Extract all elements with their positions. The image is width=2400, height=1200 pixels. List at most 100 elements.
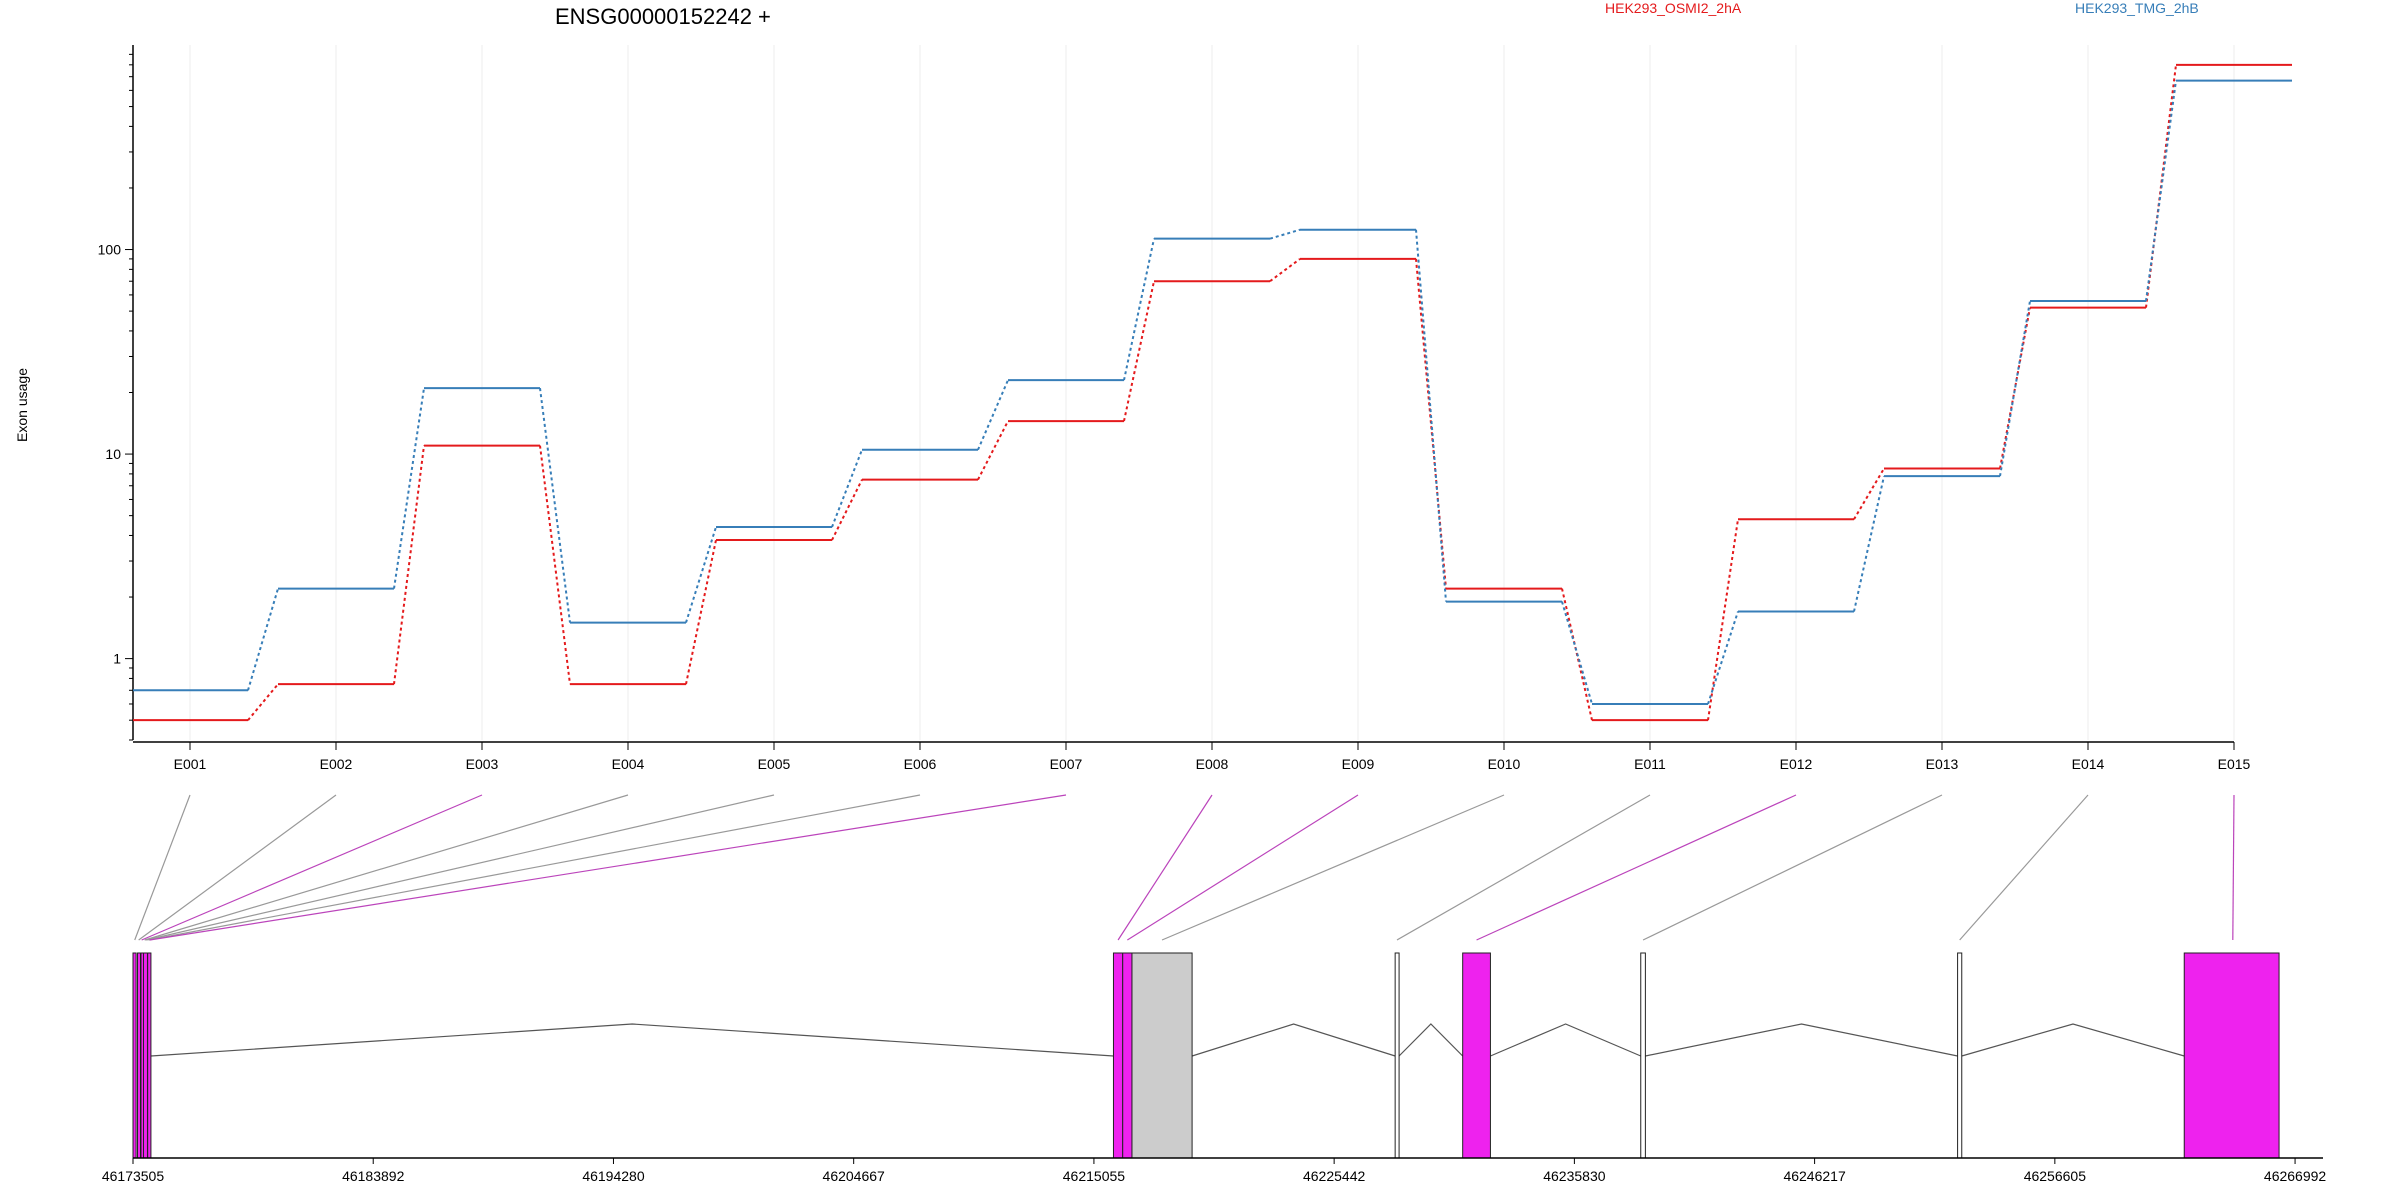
legend-entry-osmi2: HEK293_OSMI2_2hA bbox=[1605, 0, 1742, 16]
series-connector bbox=[1707, 611, 1739, 705]
series-connector bbox=[977, 420, 1009, 481]
link-e012 bbox=[1476, 794, 1797, 941]
x-tick-label-e007: E007 bbox=[1050, 756, 1083, 772]
series-lines bbox=[133, 63, 2292, 722]
x-tick-label-e001: E001 bbox=[174, 756, 207, 772]
link-e011 bbox=[1396, 794, 1651, 941]
link-e001 bbox=[134, 794, 191, 941]
link-e007 bbox=[149, 794, 1067, 941]
link-e004 bbox=[144, 794, 629, 941]
series-connector bbox=[1415, 258, 1447, 589]
coord-tick-label: 46225442 bbox=[1303, 1168, 1366, 1184]
x-tick-label-e005: E005 bbox=[758, 756, 791, 772]
exon-box bbox=[1131, 952, 1193, 1159]
y-tick-label: 1 bbox=[113, 651, 121, 667]
coord-tick-label: 46235830 bbox=[1543, 1168, 1606, 1184]
intron-line bbox=[1490, 1023, 1641, 1057]
series-connector bbox=[1123, 238, 1155, 381]
x-tick-label-e004: E004 bbox=[612, 756, 645, 772]
coord-tick-label: 46204667 bbox=[823, 1168, 886, 1184]
x-tick-label-e009: E009 bbox=[1342, 756, 1375, 772]
series-connector bbox=[2145, 80, 2177, 302]
link-e005 bbox=[146, 794, 775, 941]
series-connector bbox=[1707, 519, 1739, 721]
chart-title: ENSG00000152242 + bbox=[555, 4, 771, 29]
exon-box bbox=[137, 952, 142, 1159]
x-tick-label-e013: E013 bbox=[1926, 756, 1959, 772]
intron-line bbox=[150, 1023, 1114, 1057]
vertical-gridlines bbox=[189, 45, 2235, 740]
y-tick-label: 100 bbox=[98, 242, 122, 258]
coord-tick-label: 46194280 bbox=[582, 1168, 645, 1184]
series-connector bbox=[539, 388, 571, 623]
series-connector bbox=[977, 379, 1009, 451]
x-tick-label-e006: E006 bbox=[904, 756, 937, 772]
series-osmi2 bbox=[133, 63, 2292, 722]
x-axis: E001 E002 E003 E004 E005 E006 E007 E008 E009 E010… bbox=[133, 741, 2251, 772]
link-e003 bbox=[141, 794, 483, 941]
coord-tick-label: 46246217 bbox=[1783, 1168, 1846, 1184]
link-e009 bbox=[1127, 794, 1359, 941]
link-e010 bbox=[1161, 794, 1505, 941]
series-tmg bbox=[133, 79, 2292, 705]
exon-box bbox=[1462, 952, 1491, 1159]
x-tick-label-e003: E003 bbox=[466, 756, 499, 772]
exon-box bbox=[1112, 952, 1124, 1159]
x-tick-label-e015: E015 bbox=[2218, 756, 2251, 772]
exon-box bbox=[1957, 952, 1963, 1159]
exon-box bbox=[1122, 952, 1133, 1159]
coord-tick-label: 46215055 bbox=[1063, 1168, 1126, 1184]
link-e015 bbox=[2232, 794, 2235, 941]
x-tick-label-e002: E002 bbox=[320, 756, 353, 772]
y-tick-label: 10 bbox=[105, 446, 121, 462]
link-e008 bbox=[1117, 794, 1213, 941]
series-connector bbox=[685, 539, 717, 685]
series-connector bbox=[685, 526, 717, 623]
link-e006 bbox=[148, 794, 921, 941]
y-axis-label: Exon usage bbox=[14, 368, 30, 442]
legend-entry-tmg: HEK293_TMG_2hB bbox=[2075, 0, 2199, 16]
intron-line bbox=[1398, 1023, 1464, 1057]
coord-tick-label: 46256605 bbox=[2024, 1168, 2087, 1184]
link-e002 bbox=[138, 794, 337, 941]
x-tick-label-e014: E014 bbox=[2072, 756, 2105, 772]
x-tick-label-e011: E011 bbox=[1634, 756, 1666, 772]
series-connector bbox=[831, 449, 863, 528]
exon-box bbox=[2183, 952, 2280, 1159]
exon-link-lines bbox=[134, 794, 2235, 941]
x-tick-label-e010: E010 bbox=[1488, 756, 1521, 772]
x-tick-label-e012: E012 bbox=[1780, 756, 1813, 772]
series-connector bbox=[1853, 467, 1885, 520]
link-e014 bbox=[1959, 794, 2089, 941]
intron-line bbox=[1645, 1023, 1958, 1057]
exon-box bbox=[132, 952, 137, 1159]
genomic-coordinate-axis: 46173505 46183892 46194280 46204667 46215055… bbox=[102, 1157, 2327, 1184]
series-connector bbox=[393, 388, 425, 589]
gene-model-track bbox=[132, 952, 2280, 1159]
link-e013 bbox=[1642, 794, 1943, 941]
series-connector bbox=[1415, 229, 1447, 602]
x-tick-label-e008: E008 bbox=[1196, 756, 1229, 772]
y-axis: 1 10 100 bbox=[98, 45, 134, 741]
intron-line bbox=[1191, 1023, 1396, 1057]
series-connector bbox=[1123, 281, 1155, 422]
series-connector bbox=[247, 588, 279, 691]
series-connector bbox=[539, 445, 571, 685]
exon-box bbox=[1640, 952, 1646, 1159]
series-connector bbox=[831, 479, 863, 541]
coord-tick-label: 46266992 bbox=[2264, 1168, 2327, 1184]
coord-tick-label: 46183892 bbox=[342, 1168, 405, 1184]
series-connector bbox=[247, 683, 279, 721]
series-connector bbox=[1561, 601, 1593, 705]
series-connector bbox=[1853, 475, 1885, 612]
exon-box bbox=[1394, 952, 1400, 1159]
coord-tick-label: 46173505 bbox=[102, 1168, 165, 1184]
exon-box bbox=[147, 952, 152, 1159]
series-connector bbox=[1999, 300, 2031, 477]
intron-line bbox=[1961, 1023, 2185, 1057]
series-connector bbox=[1269, 258, 1301, 283]
series-connector bbox=[393, 445, 425, 685]
series-connector bbox=[1269, 228, 1301, 240]
exon-box bbox=[143, 952, 148, 1159]
